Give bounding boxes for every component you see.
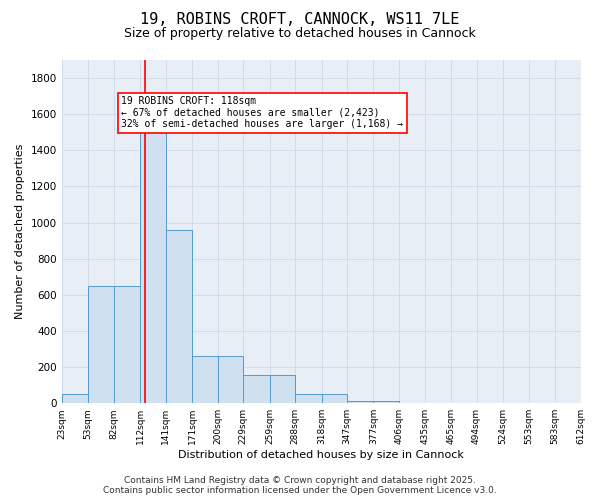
Text: Size of property relative to detached houses in Cannock: Size of property relative to detached ho… — [124, 28, 476, 40]
X-axis label: Distribution of detached houses by size in Cannock: Distribution of detached houses by size … — [178, 450, 464, 460]
Bar — [166, 230, 192, 403]
Bar — [113, 286, 140, 403]
Bar — [192, 356, 218, 403]
Bar — [347, 402, 373, 403]
Bar — [62, 394, 88, 403]
Text: Contains HM Land Registry data © Crown copyright and database right 2025.
Contai: Contains HM Land Registry data © Crown c… — [103, 476, 497, 495]
Bar — [322, 394, 347, 403]
Bar — [243, 375, 269, 403]
Text: 19, ROBINS CROFT, CANNOCK, WS11 7LE: 19, ROBINS CROFT, CANNOCK, WS11 7LE — [140, 12, 460, 28]
Bar — [140, 132, 166, 403]
Bar — [88, 286, 113, 403]
Y-axis label: Number of detached properties: Number of detached properties — [15, 144, 25, 320]
Bar — [269, 375, 295, 403]
Text: 19 ROBINS CROFT: 118sqm
← 67% of detached houses are smaller (2,423)
32% of semi: 19 ROBINS CROFT: 118sqm ← 67% of detache… — [121, 96, 403, 129]
Bar — [373, 402, 399, 403]
Bar — [218, 356, 243, 403]
Bar — [295, 394, 322, 403]
